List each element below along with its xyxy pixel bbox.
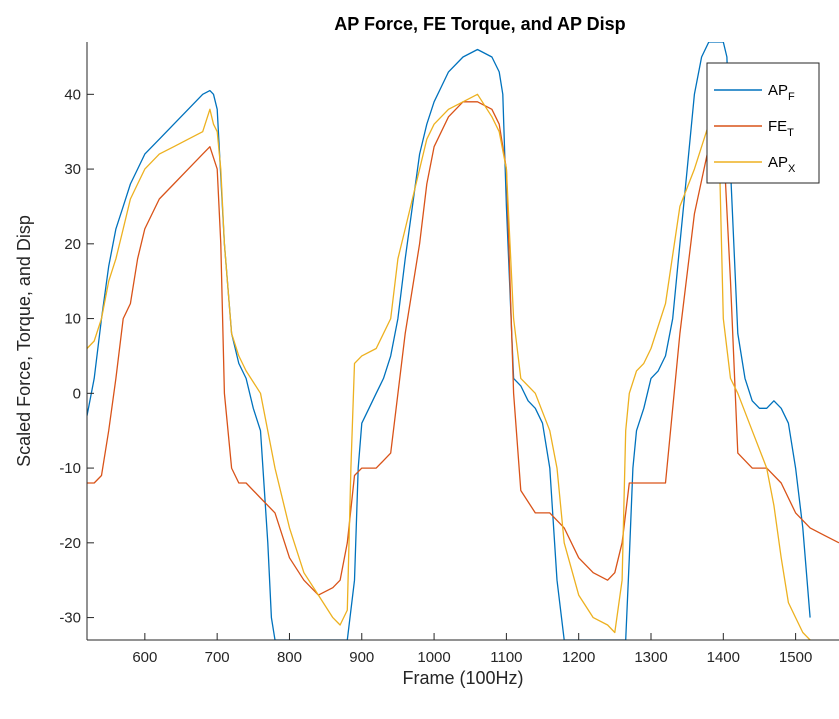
- y-tick-label: 20: [64, 236, 81, 253]
- legend-box: [706, 62, 820, 184]
- series-line-ap-f: [87, 42, 811, 640]
- x-tick-label: 700: [205, 649, 230, 666]
- x-tick-label: 1000: [417, 649, 450, 666]
- y-tick-label: 40: [64, 86, 81, 103]
- y-tick-label: 30: [64, 161, 81, 178]
- y-tick-label: 0: [73, 385, 81, 402]
- y-tick-label: -20: [59, 535, 81, 552]
- y-tick-label: 10: [64, 311, 81, 328]
- legend-entry-label: APX: [768, 154, 796, 175]
- chart-title: AP Force, FE Torque, and AP Disp: [334, 14, 625, 34]
- legend[interactable]: APF FET APX: [706, 62, 820, 184]
- x-tick-label: 1500: [779, 649, 812, 666]
- x-tick-label: 800: [277, 649, 302, 666]
- x-tick-label: 1100: [490, 649, 522, 666]
- y-tick-label: -10: [59, 460, 81, 477]
- y-axis-ticks: -30 -20 -10 0 10 20 30 40: [59, 86, 94, 627]
- x-tick-label: 1200: [562, 649, 595, 666]
- x-tick-label: 1300: [634, 649, 667, 666]
- x-tick-label: 600: [132, 649, 157, 666]
- x-tick-label: 900: [349, 649, 374, 666]
- y-tick-label: -30: [59, 610, 81, 627]
- y-axis-title: Scaled Force, Torque, and Disp: [14, 215, 34, 467]
- x-tick-label: 1400: [707, 649, 740, 666]
- x-axis-ticks: 600 700 800 900 1000 1100 1200 1300 1400 1500: [132, 633, 812, 666]
- legend-entry-label: FET: [768, 118, 794, 139]
- x-axis-title: Frame (100Hz): [402, 668, 523, 688]
- series-line-fe-t: [87, 101, 839, 596]
- legend-entry-label: APF: [768, 82, 795, 103]
